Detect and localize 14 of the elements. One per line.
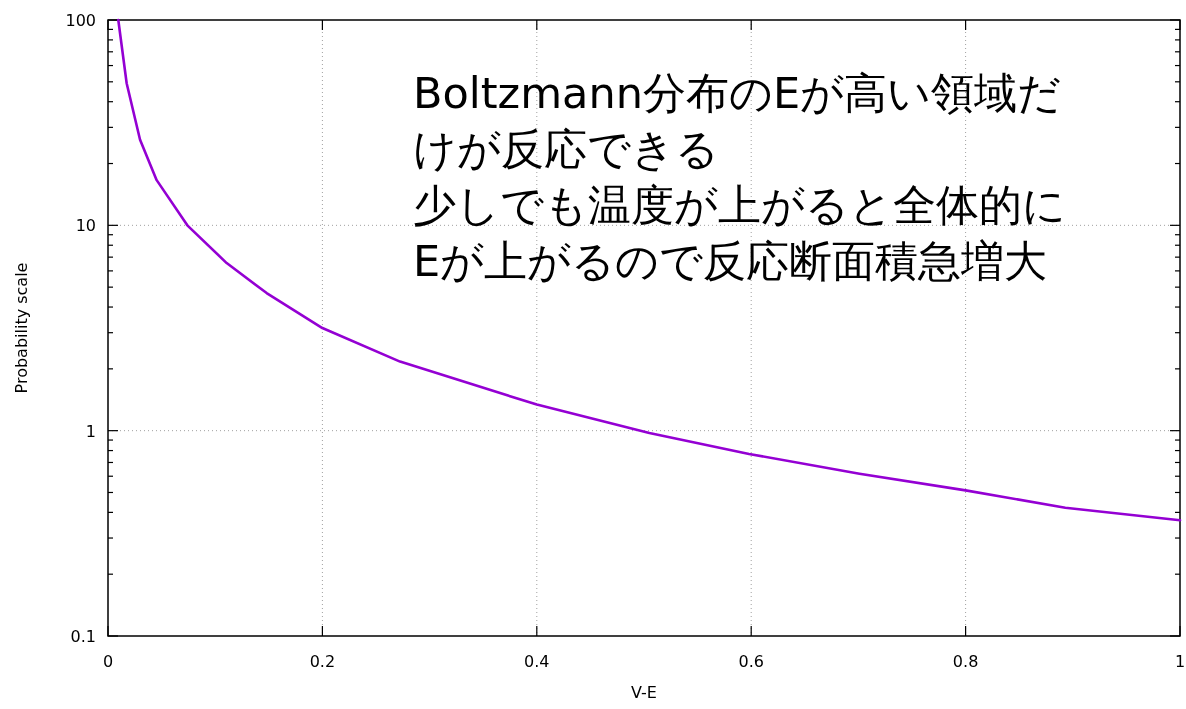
y-tick-label: 100 xyxy=(65,11,96,30)
annotation: 少しでも温度が上がると全体的にEが上がるので反応断面積急増大 xyxy=(413,180,1066,286)
annotation: Boltzmann分布のEが高い領域だけが反応できる xyxy=(413,68,1062,174)
x-tick-label: 1 xyxy=(1174,652,1186,671)
x-tick-label: 0 xyxy=(102,652,114,671)
x-tick-label: 0.6 xyxy=(738,652,764,671)
x-tick-label: 0.8 xyxy=(952,652,979,671)
x-axis-title: V-E xyxy=(631,683,657,702)
x-tick-label: 0.2 xyxy=(309,652,336,671)
y-tick-label: 1 xyxy=(85,421,96,441)
y-axis-title: Probability scale xyxy=(12,262,31,394)
y-tick-label: 10 xyxy=(75,216,96,236)
x-tick-label: 0.4 xyxy=(524,652,550,671)
y-tick-label: 0.1 xyxy=(70,627,96,646)
